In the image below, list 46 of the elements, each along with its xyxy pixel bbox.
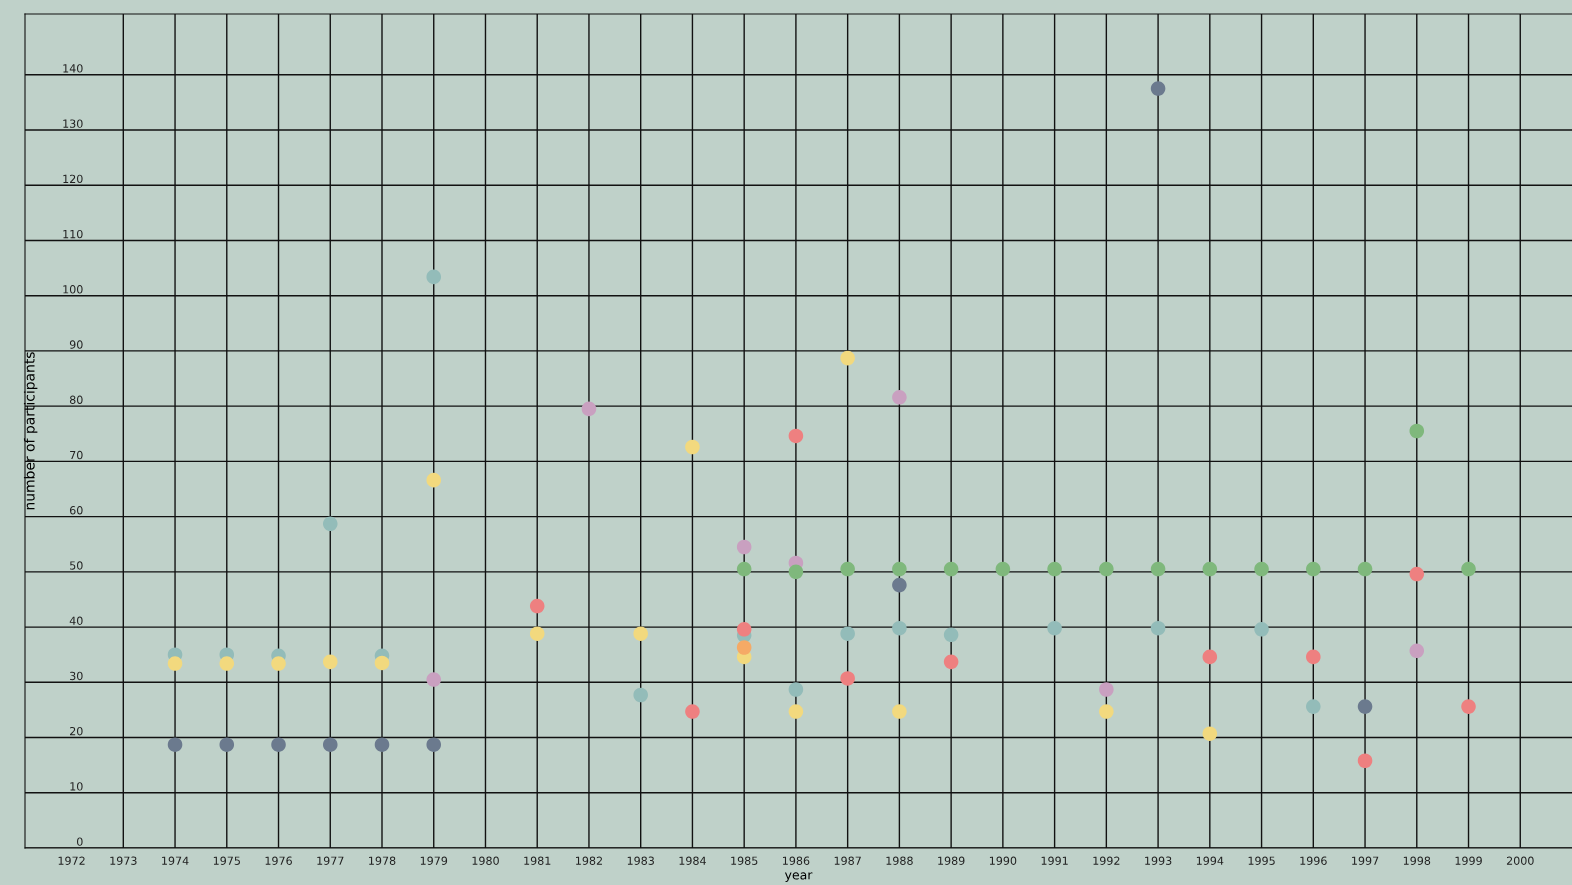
x-tick-label: 1979 bbox=[420, 856, 448, 865]
x-tick-label: 1973 bbox=[110, 856, 137, 865]
x-tick-label: 1972 bbox=[58, 856, 85, 865]
y-tick-label: 90 bbox=[69, 340, 83, 349]
x-tick-label: 1987 bbox=[834, 856, 861, 865]
y-tick-label: 30 bbox=[70, 671, 83, 681]
y-tick-label: 10 bbox=[70, 782, 83, 791]
x-tick-label: 1994 bbox=[1196, 856, 1224, 865]
x-tick-label: 2000 bbox=[1506, 856, 1534, 865]
y-tick-label: 0 bbox=[77, 837, 83, 846]
y-tick-label: 120 bbox=[63, 174, 83, 184]
x-tick-label: 1985 bbox=[731, 856, 758, 865]
x-tick-label: 1986 bbox=[782, 856, 810, 865]
y-tick-label: 80 bbox=[69, 395, 83, 404]
y-tick-label: 60 bbox=[69, 506, 83, 515]
x-axis-title: year bbox=[784, 872, 813, 882]
x-tick-label: 1981 bbox=[524, 856, 551, 865]
x-tick-label: 1988 bbox=[886, 856, 913, 865]
y-tick-label: 40 bbox=[69, 616, 83, 625]
x-tick-label: 1974 bbox=[162, 856, 189, 865]
x-tick-label: 1991 bbox=[1041, 856, 1068, 865]
x-tick-label: 1980 bbox=[472, 856, 499, 865]
x-tick-label: 1978 bbox=[369, 856, 396, 865]
x-tick-label: 1998 bbox=[1403, 856, 1431, 865]
x-tick-label: 1976 bbox=[265, 856, 292, 865]
y-tick-label: 110 bbox=[63, 229, 83, 239]
y-tick-label: 130 bbox=[63, 119, 83, 128]
x-tick-label: 1977 bbox=[317, 856, 344, 865]
x-tick-label: 1993 bbox=[1145, 856, 1172, 865]
y-tick-label: 100 bbox=[63, 285, 83, 294]
y-axis-title: number of participants bbox=[23, 352, 38, 510]
x-tick-label: 1984 bbox=[679, 856, 706, 865]
x-tick-label: 1996 bbox=[1300, 856, 1327, 865]
x-tick-label: 1995 bbox=[1248, 856, 1275, 865]
x-tick-label: 1975 bbox=[213, 856, 240, 865]
y-tick-label: 140 bbox=[63, 64, 83, 73]
y-tick-label: 50 bbox=[70, 561, 83, 570]
x-tick-label: 1989 bbox=[938, 856, 965, 865]
x-tick-label: 1997 bbox=[1352, 856, 1379, 865]
x-tick-label: 1992 bbox=[1093, 856, 1120, 865]
y-tick-label: 70 bbox=[70, 450, 83, 460]
x-tick-label: 1999 bbox=[1455, 856, 1482, 865]
x-tick-label: 1983 bbox=[627, 856, 654, 865]
y-tick-label: 20 bbox=[70, 726, 83, 736]
x-tick-label: 1982 bbox=[576, 856, 602, 865]
x-tick-label: 1990 bbox=[989, 856, 1017, 865]
